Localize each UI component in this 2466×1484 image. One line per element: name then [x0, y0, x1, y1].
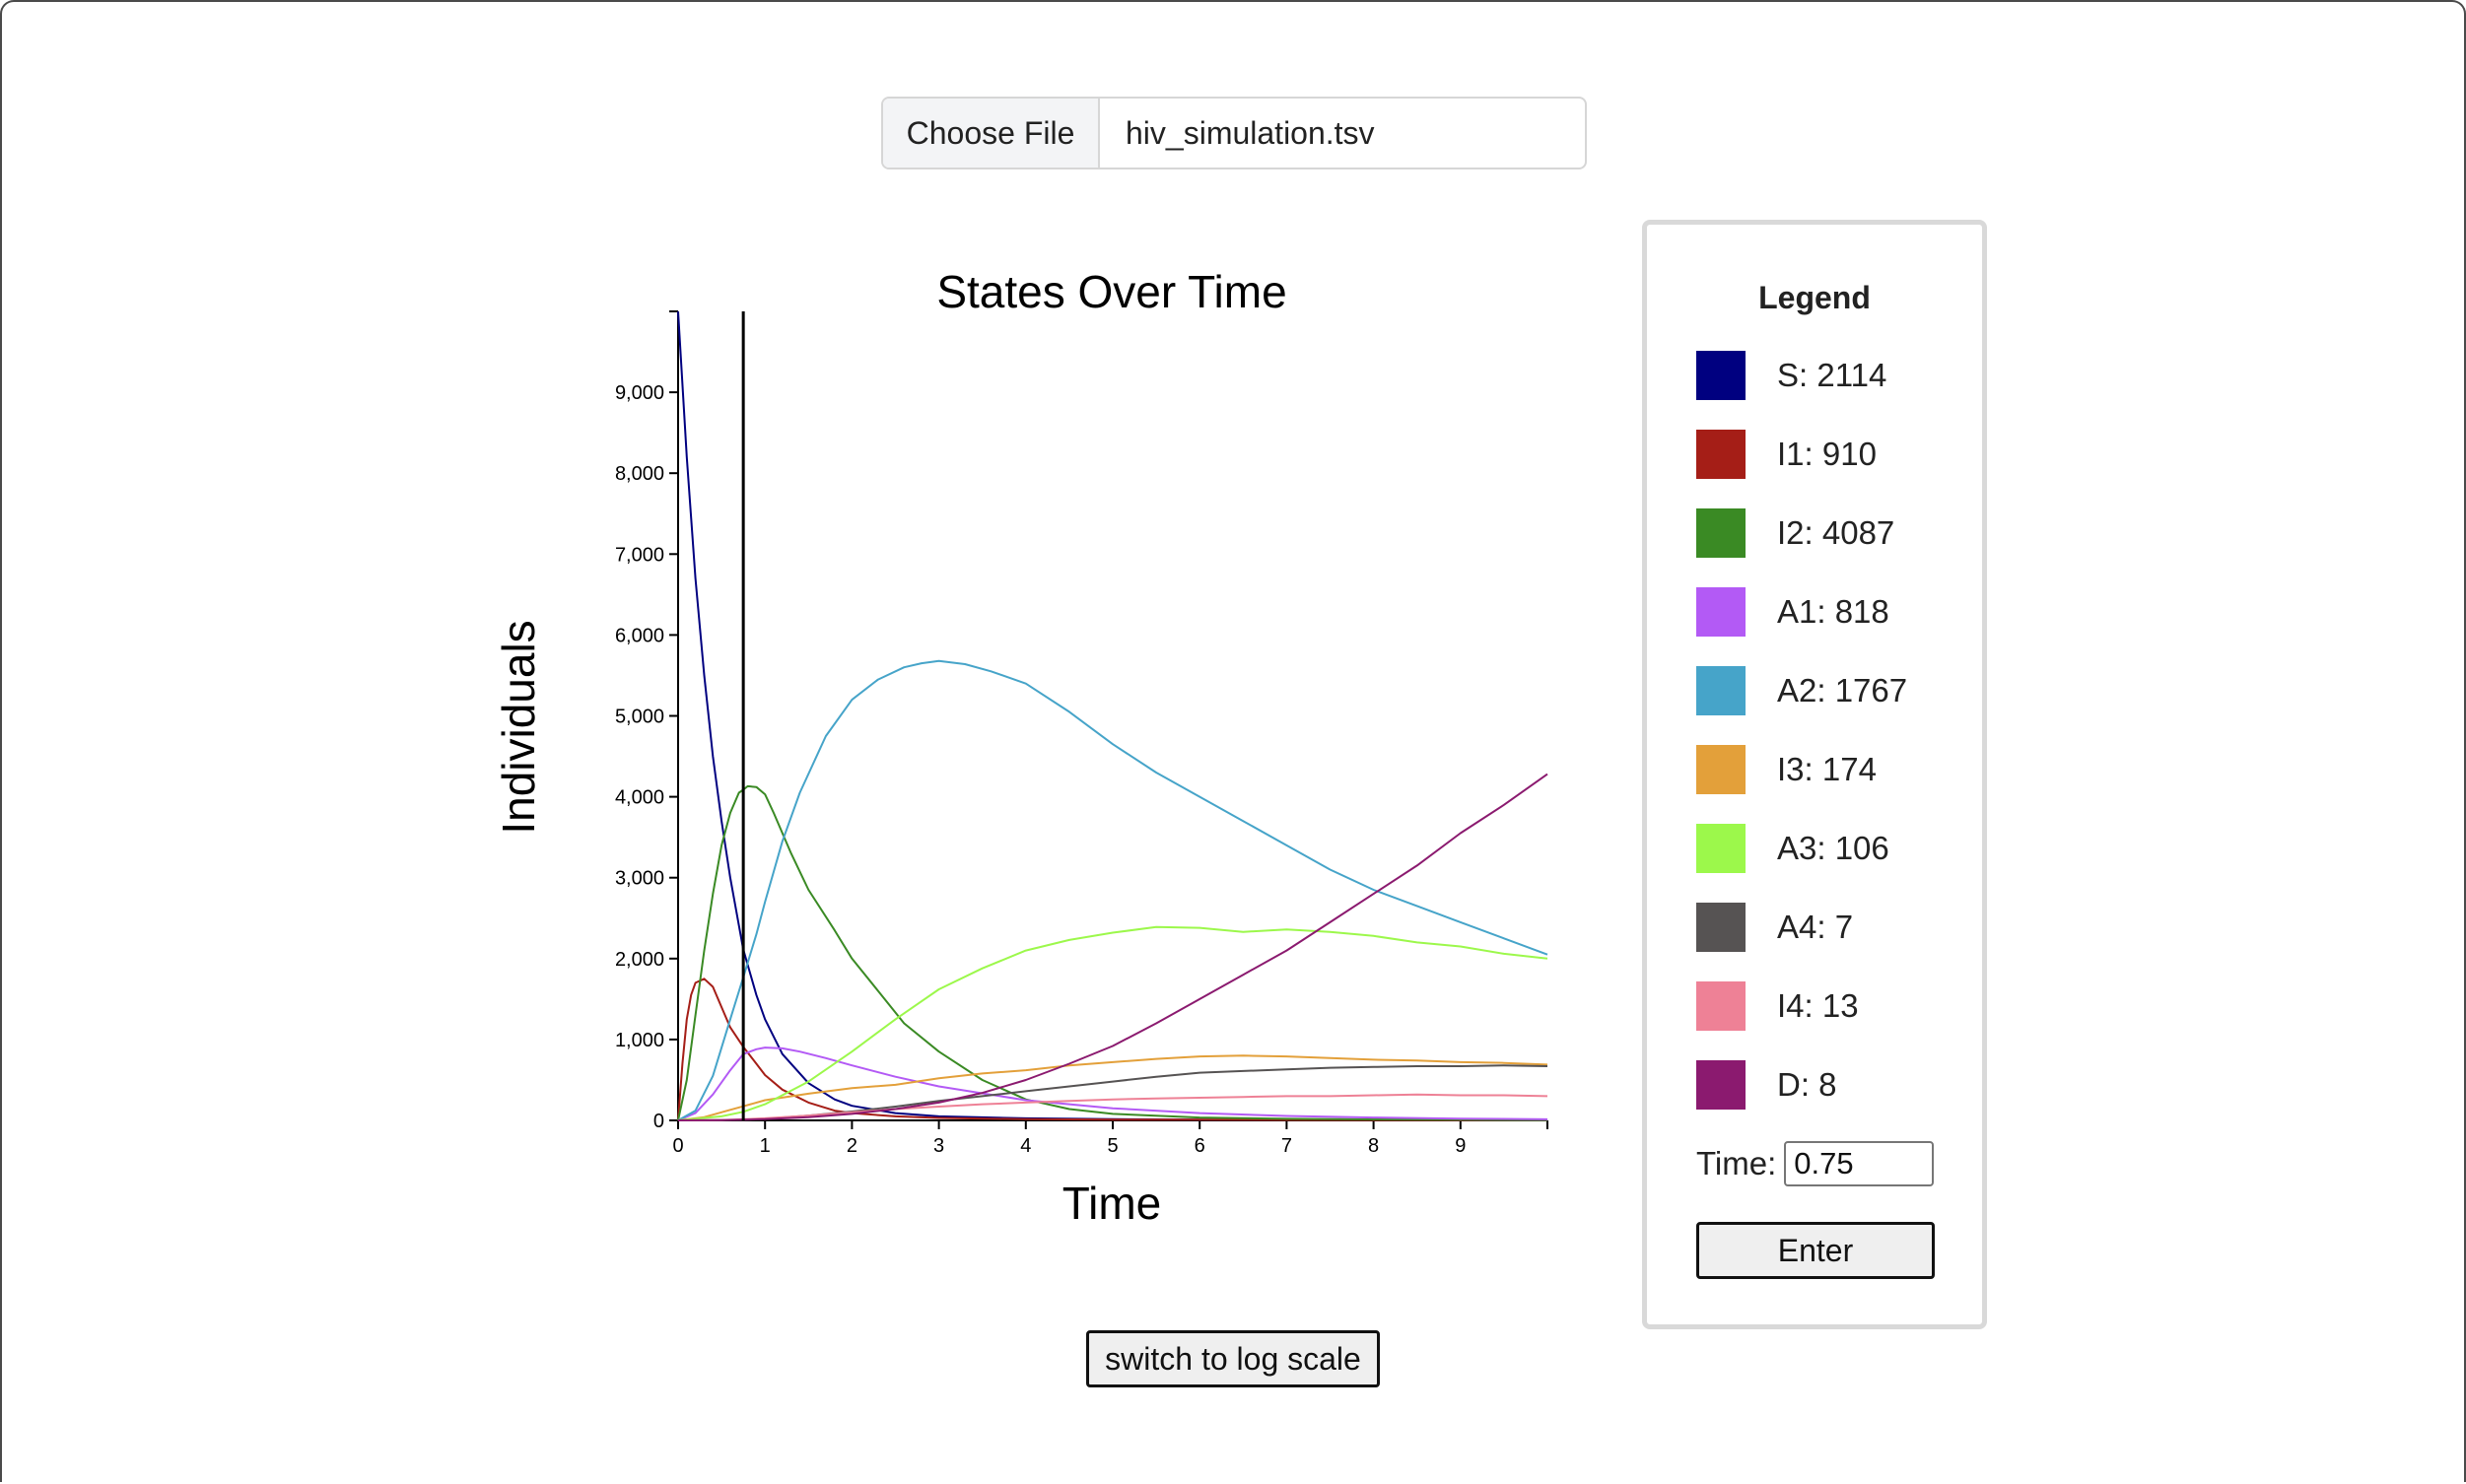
y-tick-label: 8,000 [615, 463, 664, 485]
legend-label: A1: 818 [1777, 593, 1889, 630]
y-tick-label: 2,000 [615, 949, 664, 971]
x-tick-label: 9 [1455, 1135, 1466, 1157]
x-tick-label: 3 [933, 1135, 944, 1157]
legend-swatch [1696, 824, 1746, 873]
legend-label: I4: 13 [1777, 987, 1859, 1024]
legend-label: A2: 1767 [1777, 672, 1908, 708]
legend-item: D: 8 [1696, 1060, 1837, 1110]
series-line-i3 [677, 1054, 1548, 1121]
x-tick-label: 6 [1195, 1135, 1205, 1157]
series-line-a2 [677, 659, 1548, 1121]
legend-item: S: 2114 [1696, 351, 1886, 400]
x-tick-label: 2 [847, 1135, 857, 1157]
legend-label: I2: 4087 [1777, 514, 1895, 551]
y-tick-label: 7,000 [615, 544, 664, 566]
legend-swatch [1696, 587, 1746, 637]
legend-swatch [1696, 1060, 1746, 1110]
x-tick-label: 1 [760, 1135, 771, 1157]
series-line-i4 [677, 1093, 1548, 1121]
series-line-d [677, 773, 1548, 1121]
legend-label: I1: 910 [1777, 436, 1877, 472]
y-axis-label: Individuals [493, 620, 544, 834]
legend-swatch [1696, 981, 1746, 1031]
time-input[interactable] [1784, 1141, 1935, 1186]
x-tick-label: 5 [1107, 1135, 1118, 1157]
legend-label: D: 8 [1777, 1066, 1837, 1103]
series-line-s [677, 310, 1548, 1121]
legend-panel: Legend S: 2114 I1: 910 I2: 4087 A1: 818 A2: … [1642, 220, 1987, 1329]
legend-item: A3: 106 [1696, 824, 1889, 873]
series-line-a3 [677, 925, 1548, 1121]
choose-file-button[interactable]: Choose File [883, 99, 1100, 168]
y-tick-label: 5,000 [615, 707, 664, 728]
plot-area: 0 1,000 2,000 3,000 4,000 5,000 6,000 7,000 8,00… [615, 310, 1548, 1157]
x-tick-label: 0 [672, 1135, 683, 1157]
legend-item: A1: 818 [1696, 587, 1889, 637]
time-label: Time: [1696, 1145, 1777, 1181]
series-line-i1 [677, 978, 1548, 1121]
y-tick-label: 4,000 [615, 787, 664, 809]
switch-log-scale-button[interactable]: switch to log scale [1086, 1330, 1380, 1387]
series-line-i2 [677, 784, 1548, 1121]
y-tick-label: 3,000 [615, 868, 664, 890]
legend-label: S: 2114 [1777, 357, 1887, 393]
legend-item: I4: 13 [1696, 981, 1859, 1031]
legend-item: I2: 4087 [1696, 508, 1894, 558]
legend-title: Legend [1758, 280, 1871, 315]
states-over-time-chart: States Over Time Time Individuals 0 1,000… [493, 266, 1548, 1229]
legend-swatch [1696, 666, 1746, 715]
legend-label: I3: 174 [1777, 751, 1877, 787]
legend-swatch [1696, 745, 1746, 794]
legend-item: A2: 1767 [1696, 666, 1907, 715]
legend-item: I3: 174 [1696, 745, 1877, 794]
legend-label: A3: 106 [1777, 830, 1889, 866]
legend-item: I1: 910 [1696, 430, 1877, 479]
enter-button[interactable]: Enter [1696, 1222, 1935, 1279]
legend-label: A4: 7 [1777, 909, 1854, 945]
x-tick-label: 8 [1368, 1135, 1379, 1157]
y-tick-label: 9,000 [615, 382, 664, 404]
legend-swatch [1696, 508, 1746, 558]
file-picker[interactable]: Choose File hiv_simulation.tsv [881, 97, 1587, 169]
time-control: Time: [1696, 1141, 1935, 1186]
legend-swatch [1696, 430, 1746, 479]
chart-title: States Over Time [936, 266, 1286, 317]
x-tick-label: 7 [1281, 1135, 1292, 1157]
selected-file-name: hiv_simulation.tsv [1126, 114, 1375, 151]
y-tick-label: 1,000 [615, 1030, 664, 1051]
x-tick-label: 4 [1020, 1135, 1031, 1157]
legend-swatch [1696, 903, 1746, 952]
legend-item: A4: 7 [1696, 903, 1853, 952]
y-tick-label: 6,000 [615, 625, 664, 646]
legend-swatch [1696, 351, 1746, 400]
x-axis-label: Time [1062, 1178, 1162, 1229]
y-tick-label: 0 [653, 1111, 664, 1132]
